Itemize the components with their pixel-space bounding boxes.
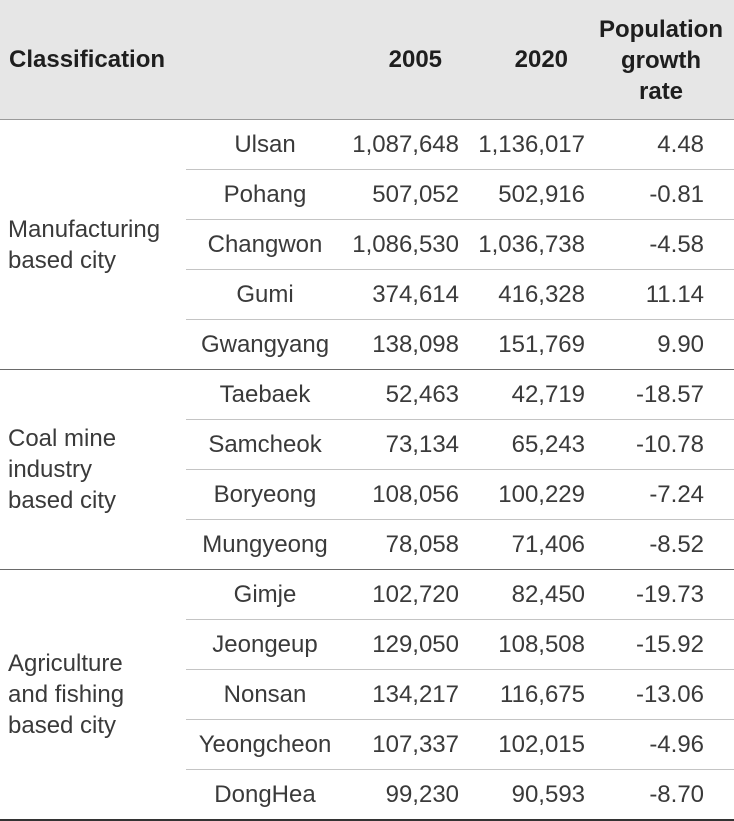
population-2005-cell: 129,050 bbox=[344, 619, 463, 670]
population-2005-cell: 102,720 bbox=[344, 569, 463, 620]
group-label-line: industry bbox=[8, 456, 93, 483]
group-label-line: Manufacturing bbox=[8, 215, 161, 243]
population-2020-cell: 108,508 bbox=[462, 619, 589, 670]
population-2005-cell: 1,087,648 bbox=[344, 119, 463, 170]
table-row: Gwangyang 138,098 151,769 9.90 bbox=[0, 319, 734, 370]
growth-rate-cell: -4.58 bbox=[588, 219, 734, 270]
table-row: Yeongcheon 107,337 102,015 -4.96 bbox=[0, 719, 734, 770]
population-2020-cell: 71,406 bbox=[462, 519, 589, 570]
population-2020-cell: 1,036,738 bbox=[462, 219, 589, 270]
growth-rate-cell: -19.73 bbox=[588, 569, 734, 620]
table-row: Changwon 1,086,530 1,036,738 -4.58 bbox=[0, 219, 734, 270]
city-cell: Jeongeup bbox=[186, 619, 345, 670]
city-cell: Pohang bbox=[186, 169, 345, 220]
population-2020-cell: 1,136,017 bbox=[462, 119, 589, 170]
population-2020-cell: 65,243 bbox=[462, 419, 589, 470]
population-2005-cell: 107,337 bbox=[344, 719, 463, 770]
growth-rate-cell: -15.92 bbox=[588, 619, 734, 670]
growth-rate-cell: 11.14 bbox=[588, 269, 734, 320]
city-cell: Nonsan bbox=[186, 669, 345, 720]
group-label-line: and fishing bbox=[8, 681, 125, 708]
growth-rate-cell: -13.06 bbox=[588, 669, 734, 720]
population-2020-cell: 151,769 bbox=[462, 319, 589, 370]
population-2005-cell: 138,098 bbox=[344, 319, 463, 370]
city-cell: Taebaek bbox=[186, 369, 345, 420]
header-growth-line: rate bbox=[639, 78, 684, 105]
table-row: Gumi 374,614 416,328 11.14 bbox=[0, 269, 734, 320]
table-body: Manufacturing based city Ulsan 1,087,648 1,1… bbox=[0, 119, 734, 821]
population-2005-cell: 108,056 bbox=[344, 469, 463, 520]
group-classification-cell: Manufacturing based city bbox=[0, 119, 186, 370]
population-2020-cell: 100,229 bbox=[462, 469, 589, 520]
group-label-line: Coal mine bbox=[8, 425, 117, 452]
table-row: Boryeong 108,056 100,229 -7.24 bbox=[0, 469, 734, 520]
group-classification-cell: Agriculture and fishing based city bbox=[0, 569, 186, 821]
city-cell: DongHea bbox=[186, 769, 345, 821]
table-row: Nonsan 134,217 116,675 -13.06 bbox=[0, 669, 734, 720]
group-label-line: Agriculture bbox=[8, 650, 123, 677]
group-classification-cell: Coal mine industry based city bbox=[0, 369, 186, 570]
header-growth-rate: Population growth rate bbox=[588, 0, 734, 120]
growth-rate-cell: -18.57 bbox=[588, 369, 734, 420]
table-row: Pohang 507,052 502,916 -0.81 bbox=[0, 169, 734, 220]
population-2020-cell: 90,593 bbox=[462, 769, 589, 821]
header-2005: 2005 bbox=[344, 0, 463, 120]
city-cell: Gumi bbox=[186, 269, 345, 320]
growth-rate-cell: 9.90 bbox=[588, 319, 734, 370]
city-cell: Mungyeong bbox=[186, 519, 345, 570]
table-row: Agriculture and fishing based city Gimje 102… bbox=[0, 569, 734, 821]
population-2005-cell: 73,134 bbox=[344, 419, 463, 470]
city-cell: Ulsan bbox=[186, 119, 345, 170]
table-row: Manufacturing based city Ulsan 1,087,648 1,1… bbox=[0, 119, 734, 370]
population-2005-cell: 78,058 bbox=[344, 519, 463, 570]
population-2020-cell: 116,675 bbox=[462, 669, 589, 720]
population-2020-cell: 502,916 bbox=[462, 169, 589, 220]
city-cell: Gimje bbox=[186, 569, 345, 620]
population-2005-cell: 1,086,530 bbox=[344, 219, 463, 270]
growth-rate-cell: -7.24 bbox=[588, 469, 734, 520]
table-header: Classification 2005 2020 Population grow… bbox=[0, 0, 734, 120]
table-row: Samcheok 73,134 65,243 -10.78 bbox=[0, 419, 734, 470]
population-2020-cell: 42,719 bbox=[462, 369, 589, 420]
growth-rate-cell: -8.70 bbox=[588, 769, 734, 821]
growth-rate-cell: -0.81 bbox=[588, 169, 734, 220]
group-label-line: based city bbox=[8, 712, 117, 739]
population-2005-cell: 134,217 bbox=[344, 669, 463, 720]
population-2005-cell: 374,614 bbox=[344, 269, 463, 320]
population-2005-cell: 99,230 bbox=[344, 769, 463, 821]
header-growth-line: Population bbox=[599, 16, 723, 43]
city-cell: Yeongcheon bbox=[186, 719, 345, 770]
table-row: Coal mine industry based city Taebaek 52,463… bbox=[0, 369, 734, 570]
growth-rate-cell: -4.96 bbox=[588, 719, 734, 770]
population-2020-cell: 82,450 bbox=[462, 569, 589, 620]
city-cell: Changwon bbox=[186, 219, 345, 270]
city-cell: Samcheok bbox=[186, 419, 345, 470]
table-row: Jeongeup 129,050 108,508 -15.92 bbox=[0, 619, 734, 670]
group-label-line: based city bbox=[8, 487, 117, 514]
growth-rate-cell: 4.48 bbox=[588, 119, 734, 170]
city-cell: Boryeong bbox=[186, 469, 345, 520]
growth-rate-cell: -8.52 bbox=[588, 519, 734, 570]
table-row: Mungyeong 78,058 71,406 -8.52 bbox=[0, 519, 734, 570]
city-cell: Gwangyang bbox=[186, 319, 345, 370]
population-2005-cell: 52,463 bbox=[344, 369, 463, 420]
growth-rate-cell: -10.78 bbox=[588, 419, 734, 470]
header-row: Classification 2005 2020 Population grow… bbox=[0, 0, 734, 120]
header-2020: 2020 bbox=[462, 0, 589, 120]
group-label-line: based city bbox=[8, 246, 117, 274]
header-classification: Classification bbox=[0, 0, 345, 120]
header-growth-line: growth bbox=[621, 47, 701, 74]
population-2020-cell: 102,015 bbox=[462, 719, 589, 770]
population-2020-cell: 416,328 bbox=[462, 269, 589, 320]
population-2005-cell: 507,052 bbox=[344, 169, 463, 220]
